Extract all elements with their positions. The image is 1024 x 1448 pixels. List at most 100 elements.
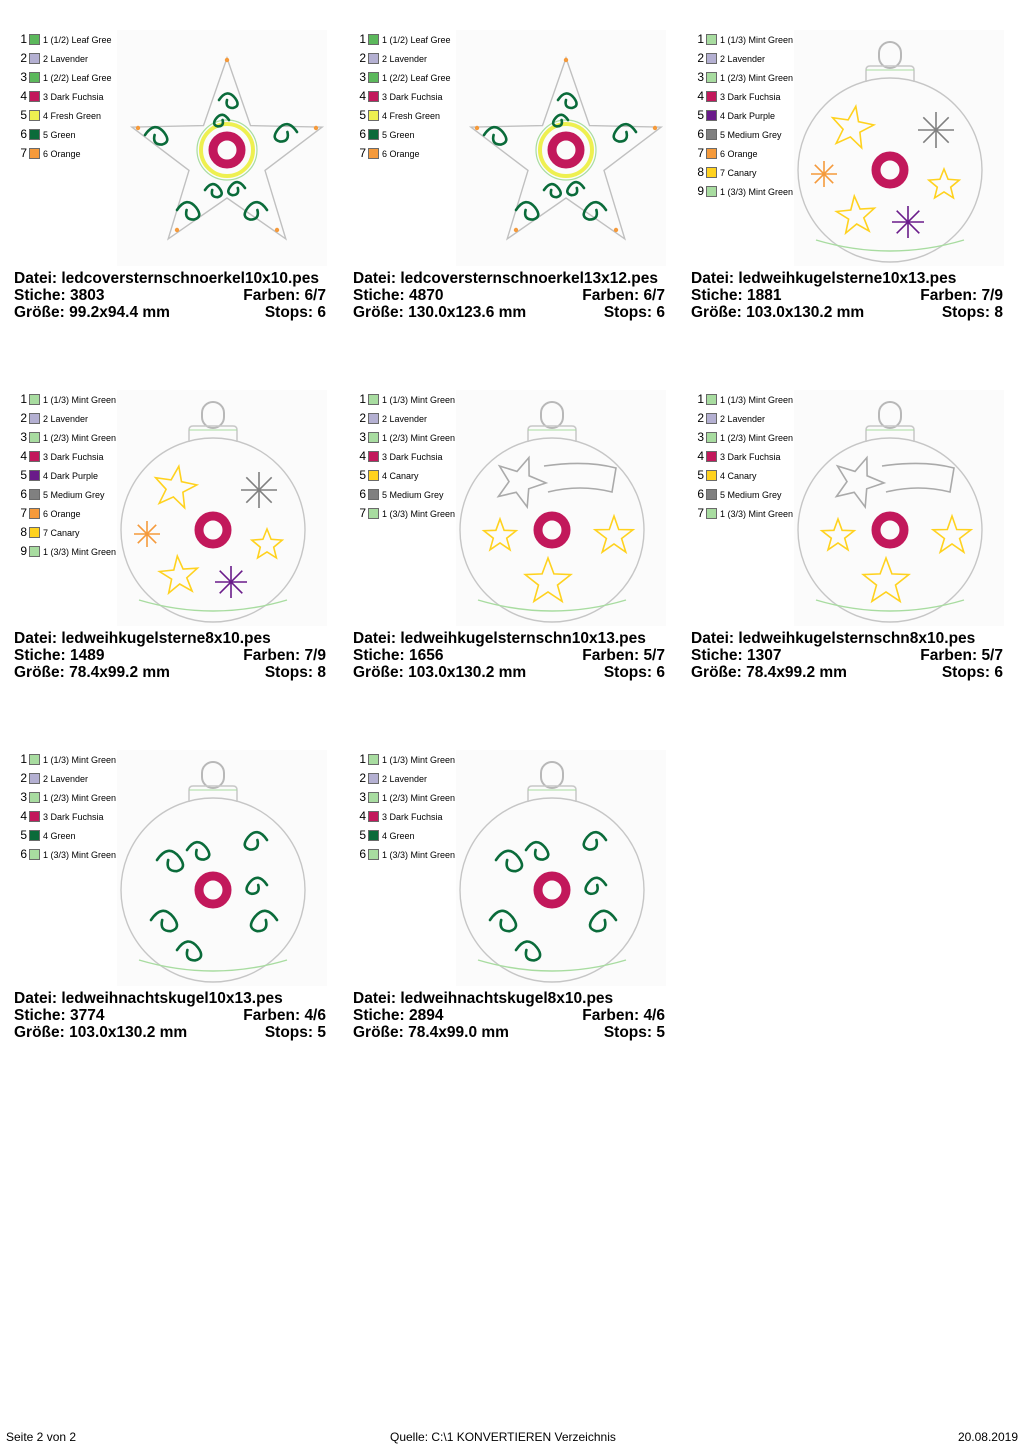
design-preview [794, 390, 1004, 626]
palette-number: 1 [359, 32, 366, 46]
palette-row: 9 1 (3/3) Mint Green [14, 542, 134, 561]
palette-number: 3 [20, 70, 27, 84]
color-swatch [29, 546, 40, 557]
thread-label: 1 (2/3) Mint Green [382, 792, 456, 803]
thread-label: 5 Medium Grey [382, 489, 444, 500]
thread-label: 5 Green [382, 129, 415, 140]
palette-number: 2 [20, 771, 27, 785]
file-name: Datei: ledweihnachtskugel10x13.pes [14, 990, 283, 1007]
palette-row: 5 4 Fresh Green [353, 106, 473, 125]
palette-row: 4 3 Dark Fuchsia [14, 447, 134, 466]
color-swatch [29, 148, 40, 159]
palette-number: 6 [20, 127, 27, 141]
palette-number: 5 [697, 108, 704, 122]
palette-row: 5 4 Green [14, 826, 134, 845]
color-swatch [29, 508, 40, 519]
file-name: Datei: ledweihkugelsternschn8x10.pes [691, 630, 976, 647]
palette-number: 2 [697, 51, 704, 65]
thread-label: 1 (3/3) Mint Green [382, 508, 456, 519]
color-swatch [368, 34, 379, 45]
palette-row: 7 6 Orange [14, 504, 134, 523]
embroidery-preview-image [794, 390, 1004, 626]
palette-row: 1 1 (1/3) Mint Green [14, 750, 134, 769]
color-swatch [368, 413, 379, 424]
palette-row: 5 4 Dark Purple [691, 106, 811, 125]
file-name: Datei: ledweihnachtskugel8x10.pes [353, 990, 614, 1007]
palette-number: 5 [359, 828, 366, 842]
color-swatch [29, 470, 40, 481]
color-swatch [29, 792, 40, 803]
thread-label: 1 (1/3) Mint Green [43, 754, 117, 765]
design-size: Größe: 103.0x130.2 mm [691, 304, 865, 321]
palette-number: 6 [20, 847, 27, 861]
thread-label: 1 (2/3) Mint Green [43, 432, 117, 443]
palette-number: 1 [20, 392, 27, 406]
palette-row: 1 1 (1/3) Mint Green [353, 390, 473, 409]
palette-row: 3 1 (2/2) Leaf Gree [353, 68, 473, 87]
color-count: Farben: 5/7 [920, 647, 1003, 664]
thread-label: 2 Lavender [382, 53, 428, 64]
palette-number: 6 [359, 127, 366, 141]
embroidery-preview-image [117, 390, 327, 626]
palette-row: 3 1 (2/3) Mint Green [353, 788, 473, 807]
embroidery-preview-image [456, 30, 666, 266]
color-swatch [368, 72, 379, 83]
embroidery-preview-image [117, 30, 327, 266]
thread-label: 6 Orange [720, 148, 758, 159]
color-swatch [29, 830, 40, 841]
palette-row: 8 7 Canary [14, 523, 134, 542]
palette-number: 1 [359, 392, 366, 406]
palette-number: 5 [20, 108, 27, 122]
palette-row: 7 1 (3/3) Mint Green [353, 504, 473, 523]
palette-row: 4 3 Dark Fuchsia [14, 807, 134, 826]
color-count: Farben: 5/7 [582, 647, 665, 664]
design-size: Größe: 130.0x123.6 mm [353, 304, 527, 321]
palette-number: 8 [697, 165, 704, 179]
thread-label: 2 Lavender [43, 773, 89, 784]
design-info: Datei: ledweihkugelsternschn8x10.pes Sti… [691, 630, 1003, 681]
color-swatch [29, 129, 40, 140]
palette-row: 6 5 Medium Grey [691, 485, 811, 504]
color-swatch [29, 110, 40, 121]
color-swatch [29, 413, 40, 424]
color-palette: 1 1 (1/2) Leaf Gree 2 2 Lavender 3 1 (2/… [14, 30, 134, 163]
palette-number: 2 [359, 771, 366, 785]
color-palette: 1 1 (1/3) Mint Green 2 2 Lavender 3 1 (2… [14, 390, 134, 561]
thread-label: 1 (1/2) Leaf Gree [43, 34, 112, 45]
color-count: Farben: 7/9 [243, 647, 326, 664]
thread-label: 5 Green [43, 129, 76, 140]
palette-number: 4 [697, 449, 704, 463]
color-swatch [368, 792, 379, 803]
stitch-count: Stiche: 3803 [14, 287, 105, 304]
palette-number: 7 [697, 146, 704, 160]
color-swatch [368, 432, 379, 443]
design-size: Größe: 78.4x99.2 mm [691, 664, 847, 681]
design-size: Größe: 78.4x99.2 mm [14, 664, 170, 681]
palette-row: 1 1 (1/3) Mint Green [14, 390, 134, 409]
design-info: Datei: ledweihkugelsterne10x13.pes Stich… [691, 270, 1003, 321]
thread-label: 4 Dark Purple [43, 470, 99, 481]
design-size: Größe: 103.0x130.2 mm [353, 664, 527, 681]
thread-label: 4 Fresh Green [43, 110, 102, 121]
design-info: Datei: ledcoversternschnoerkel13x12.pes … [353, 270, 665, 321]
color-swatch [706, 148, 717, 159]
design-card: 1 1 (1/2) Leaf Gree 2 2 Lavender 3 1 (2/… [353, 30, 673, 360]
thread-label: 4 Canary [382, 470, 419, 481]
palette-number: 2 [697, 411, 704, 425]
stop-count: Stops: 6 [941, 664, 1003, 681]
palette-number: 3 [20, 430, 27, 444]
color-palette: 1 1 (1/3) Mint Green 2 2 Lavender 3 1 (2… [353, 390, 473, 523]
footer-source: Quelle: C:\1 KONVERTIEREN Verzeichnis [390, 1430, 616, 1444]
thread-label: 1 (2/3) Mint Green [720, 432, 794, 443]
embroidery-preview-image [456, 750, 666, 986]
palette-number: 6 [359, 847, 366, 861]
thread-label: 4 Green [382, 830, 415, 841]
palette-row: 1 1 (1/3) Mint Green [353, 750, 473, 769]
palette-row: 2 2 Lavender [14, 409, 134, 428]
palette-number: 7 [359, 146, 366, 160]
palette-row: 1 1 (1/2) Leaf Gree [14, 30, 134, 49]
thread-label: 1 (2/2) Leaf Gree [382, 72, 451, 83]
palette-row: 6 5 Medium Grey [14, 485, 134, 504]
palette-row: 2 2 Lavender [691, 409, 811, 428]
palette-number: 2 [20, 411, 27, 425]
